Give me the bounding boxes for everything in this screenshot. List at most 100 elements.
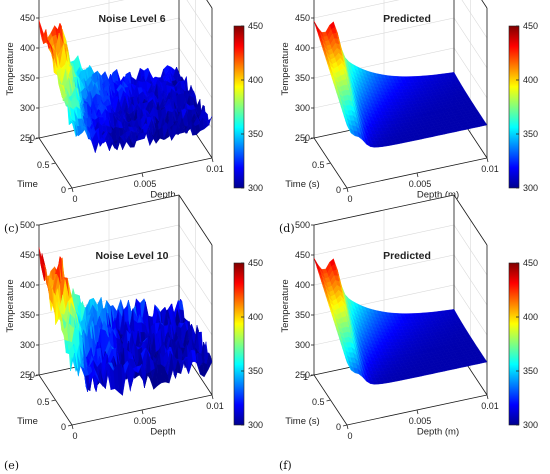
x-axis-label: Depth (m) [417,190,459,201]
x-tick-label: 0 [347,431,352,441]
y-tick-label: 0.5 [312,397,325,407]
colorbar-tick-label: 350 [523,129,538,139]
z-tick-label: 250 [20,133,35,143]
colorbar-tick-label: 300 [523,420,538,430]
z-tick-label: 450 [20,13,35,23]
x-tick [346,187,349,193]
y-tick [51,399,56,402]
x-axis-label: Depth [150,427,175,438]
z-axis-label: Temperature [280,279,291,332]
x-tick [71,187,74,193]
y-tick-label: 0.5 [37,397,50,407]
x-tick [71,424,74,430]
z-tick-label: 250 [295,133,310,143]
x-tick-label: 0.005 [134,179,157,189]
box-edge [313,194,455,226]
z-tick-label: 500 [20,220,35,230]
z-tick-label: 400 [20,43,35,53]
y-tick [67,424,73,427]
y-tick-label: 1 [28,135,33,145]
grid-line [38,0,213,39]
colorbar-tick-label: 450 [523,258,538,268]
z-tick-label: 450 [295,250,310,260]
x-tick-label: 0.01 [206,401,224,411]
x-tick-label: 0.01 [206,164,224,174]
y-tick [326,399,331,402]
x-tick-label: 0.01 [481,164,499,174]
colorbar-tick-label: 350 [248,129,263,139]
colorbar-tick-label: 400 [523,75,538,85]
box-edge [38,194,180,226]
y-tick-label: 0 [61,185,66,195]
y-tick [342,424,348,427]
surface-mesh [313,20,488,148]
y-tick [342,187,348,190]
x-tick [141,409,144,415]
z-tick-label: 300 [20,340,35,350]
y-axis-label: Time [17,179,38,190]
x-tick [416,172,419,178]
panel-title: Predicted [383,13,431,25]
y-tick [326,162,331,165]
surface-cell [70,121,77,137]
z-tick-label: 500 [295,220,310,230]
z-tick-label: 250 [20,370,35,380]
z-tick-label: 300 [295,103,310,113]
panel-label: (e) [4,459,19,472]
z-tick-label: 450 [295,13,310,23]
x-tick-label: 0.005 [134,416,157,426]
z-tick-label: 400 [20,280,35,290]
surface-cell [70,352,77,372]
panel-title: Noise Level 6 [98,13,165,25]
y-tick [51,162,56,165]
colorbar-tick-label: 300 [248,420,263,430]
x-tick-label: 0.005 [409,416,432,426]
z-tick-label: 400 [295,43,310,53]
z-axis-label: Temperature [5,42,16,95]
z-axis-label: Temperature [280,42,291,95]
colorbar [508,25,520,189]
colorbar-tick-label: 350 [248,366,263,376]
x-tick [346,424,349,430]
y-tick-label: 1 [303,135,308,145]
panel-title: Noise Level 10 [96,250,169,262]
colorbar [233,25,245,189]
z-tick-label: 250 [295,370,310,380]
surface-cell [345,357,352,371]
surface-mesh [313,257,488,385]
x-tick-label: 0 [72,431,77,441]
y-tick-label: 1 [303,372,308,382]
y-tick-label: 0 [336,422,341,432]
panel-label: (f) [279,459,292,472]
panel-label: (c) [4,222,19,235]
colorbar-tick-label: 300 [248,183,263,193]
y-tick-label: 1 [28,372,33,382]
z-tick-label: 350 [295,310,310,320]
colorbar [233,262,245,426]
surface-mesh [38,20,213,154]
surface-cell [345,120,352,134]
z-tick-label: 450 [20,250,35,260]
x-axis-label: Depth [150,190,175,201]
y-axis-label: Time (s) [285,179,319,190]
y-axis-label: Time [17,416,38,427]
x-tick-label: 0.005 [409,179,432,189]
x-tick [211,157,214,163]
grid-line [313,0,488,39]
panel-label: (d) [279,222,295,235]
colorbar-tick-label: 450 [523,21,538,31]
colorbar-tick-label: 450 [248,21,263,31]
x-tick [486,157,489,163]
y-tick-label: 0.5 [312,160,325,170]
box-edge [178,194,213,246]
z-tick-label: 350 [20,73,35,83]
colorbar-tick-label: 450 [248,258,263,268]
z-tick-label: 400 [295,280,310,290]
z-axis-label: Temperature [5,279,16,332]
panel-title: Predicted [383,250,431,262]
